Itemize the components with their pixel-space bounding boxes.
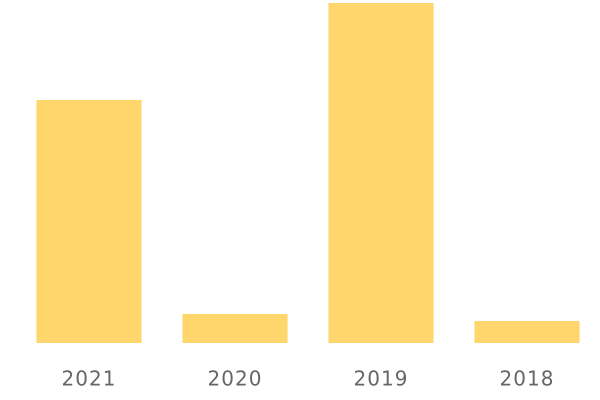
- bar: [328, 3, 434, 343]
- x-tick-label: 2019: [354, 367, 409, 391]
- x-tick-label: 2018: [500, 367, 555, 391]
- x-tick-label: 2020: [208, 367, 263, 391]
- x-tick-label: 2021: [62, 367, 117, 391]
- bar: [182, 314, 288, 343]
- bar: [36, 100, 142, 343]
- bar: [474, 321, 580, 343]
